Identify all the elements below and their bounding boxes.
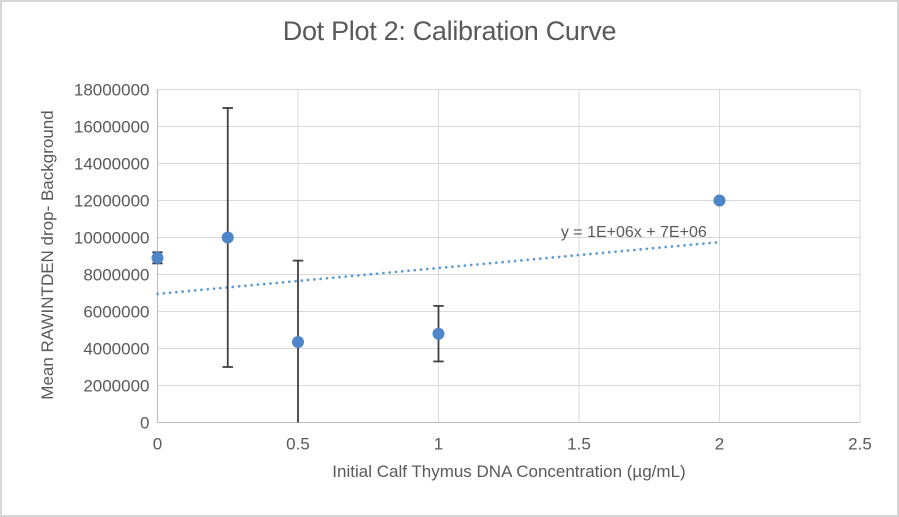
y-tick-label: 16000000 (74, 118, 150, 137)
y-axis-title: Mean RAWINTDEN drop- Background (38, 110, 57, 400)
x-tick-label: 0 (153, 435, 162, 454)
x-axis-title: Initial Calf Thymus DNA Concentration (µ… (332, 462, 686, 481)
x-tick-label: 1.5 (567, 435, 591, 454)
chart-title: Dot Plot 2: Calibration Curve (282, 16, 617, 46)
trendline-equation: y = 1E+06x + 7E+06 (561, 224, 707, 241)
y-tick-label: 2000000 (83, 377, 149, 396)
data-point-marker (151, 251, 164, 264)
y-tick-label: 12000000 (74, 192, 150, 211)
x-tick-label: 1 (434, 435, 443, 454)
data-point-marker (713, 194, 726, 207)
y-tick-label: 4000000 (83, 340, 149, 359)
y-tick-label: 18000000 (74, 81, 150, 100)
y-tick-label: 0 (140, 414, 149, 433)
trendline (156, 240, 721, 296)
x-tick-label: 0.5 (286, 435, 310, 454)
y-tick-label: 10000000 (74, 229, 150, 248)
data-point-marker (221, 231, 234, 244)
data-point-marker (432, 327, 445, 340)
y-tick-label: 8000000 (83, 266, 149, 285)
x-tick-label: 2 (715, 435, 724, 454)
data-point-marker (292, 336, 304, 349)
y-tick-label: 6000000 (83, 303, 149, 322)
y-tick-label: 14000000 (74, 155, 150, 174)
x-tick-label: 2.5 (848, 435, 872, 454)
